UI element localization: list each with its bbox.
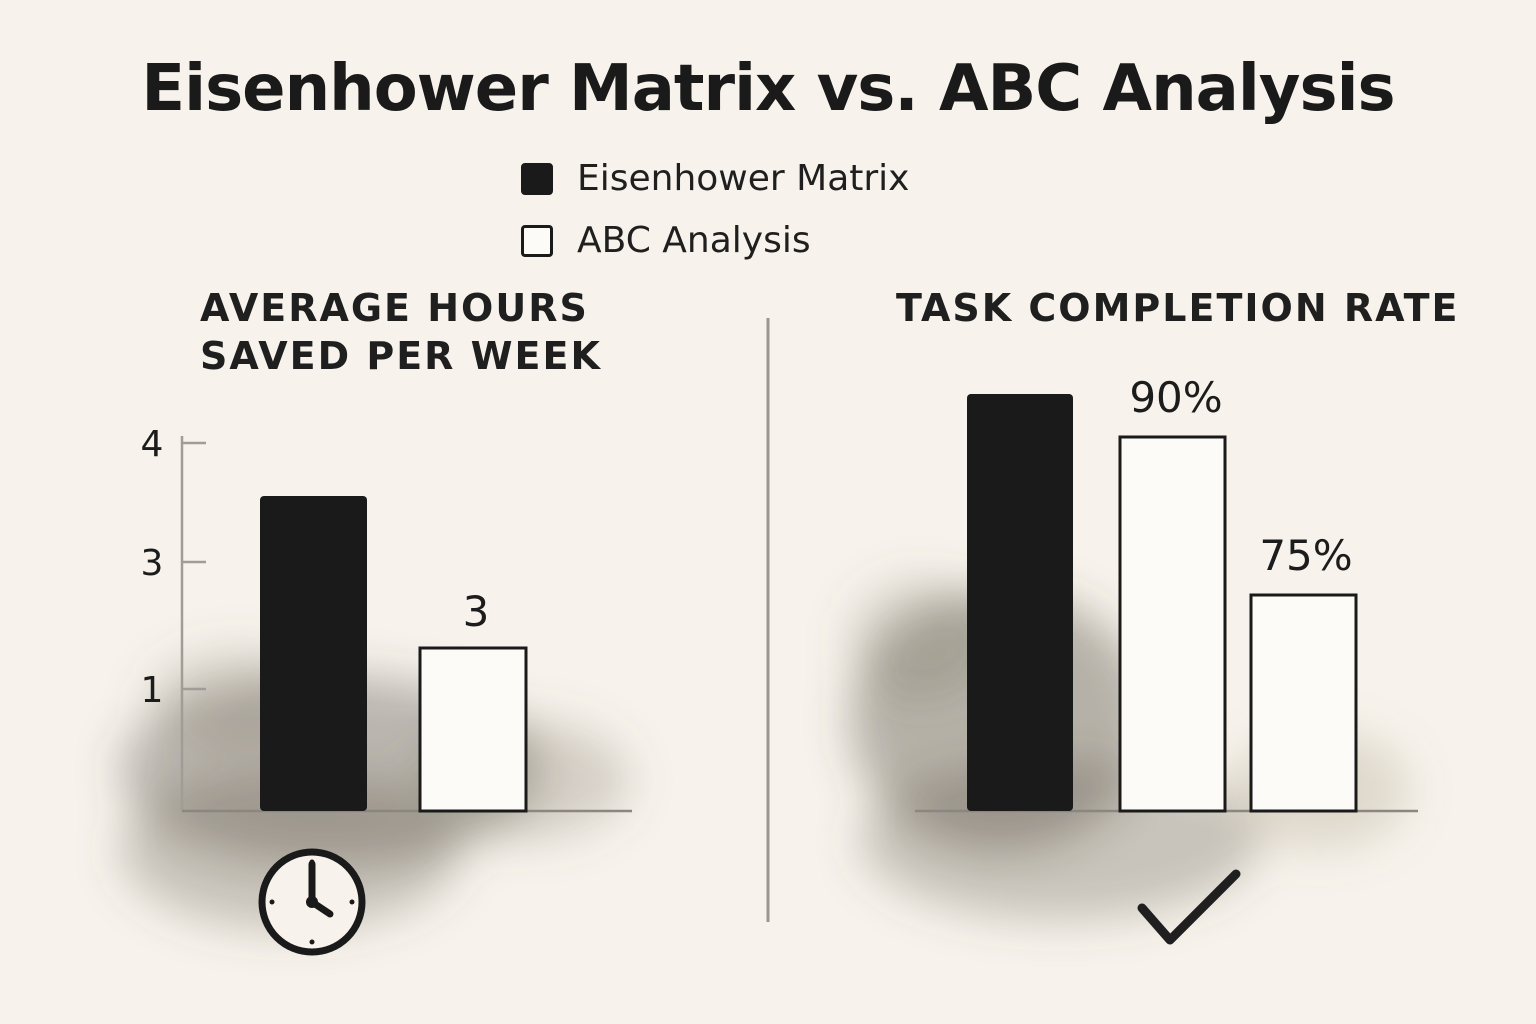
legend-swatch-eisenhower (521, 162, 553, 195)
clock-icon (258, 848, 366, 956)
bar-left-eisenhower (260, 496, 367, 811)
chart-title: Eisenhower Matrix vs. ABC Analysis (141, 52, 1395, 126)
left-tick-label-1: 1 (141, 670, 164, 711)
left-tick-label-3: 3 (141, 543, 164, 584)
ink-wash-left (120, 650, 630, 930)
left-abc-data-label: 3 (463, 587, 490, 636)
legend-swatch-abc (521, 224, 553, 257)
legend-item-eisenhower: Eisenhower Matrix (521, 158, 910, 199)
left-tick-label-4: 4 (141, 424, 164, 465)
right-abc-data-label-2: 75% (1259, 531, 1352, 580)
bar-right-abc-1 (1118, 435, 1227, 813)
bar-right-abc-2 (1249, 593, 1358, 813)
left-panel-title: AVERAGE HOURS SAVED PER WEEK (200, 286, 602, 378)
legend-label-abc: ABC Analysis (577, 220, 811, 261)
bar-left-abc (418, 646, 528, 813)
legend-item-abc: ABC Analysis (521, 220, 811, 261)
legend-label-eisenhower: Eisenhower Matrix (577, 158, 910, 199)
checkmark-icon (1137, 869, 1241, 945)
right-abc-data-label-1: 90% (1129, 373, 1222, 422)
right-panel-title: TASK COMPLETION RATE (896, 286, 1460, 330)
bar-right-eisenhower (967, 394, 1073, 811)
